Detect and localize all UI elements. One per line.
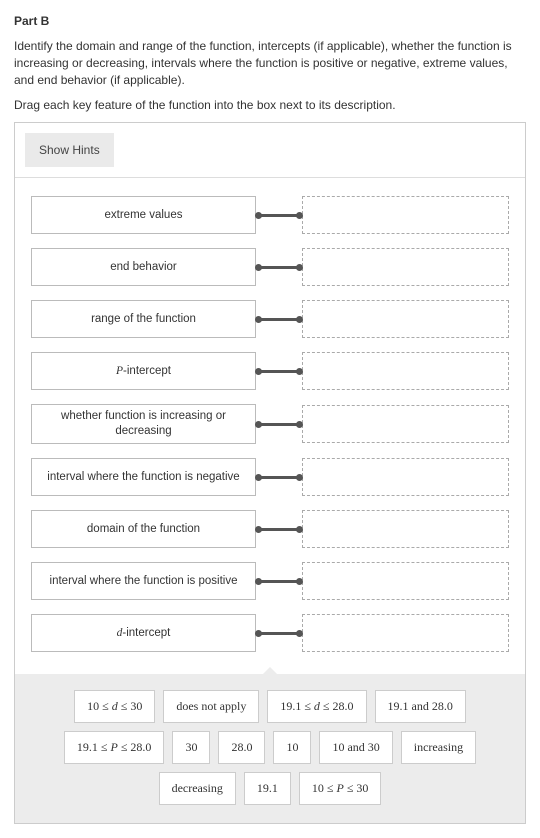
matching-row: interval where the function is positive [31, 562, 509, 600]
exercise-container: Show Hints extreme values end behavior ran… [14, 122, 526, 824]
answer-chip[interactable]: 10 ≤ P ≤ 30 [299, 772, 382, 805]
connector-icon [256, 214, 302, 217]
drop-target[interactable] [302, 300, 509, 338]
matching-row: range of the function [31, 300, 509, 338]
instructions-text: Identify the domain and range of the fun… [14, 38, 526, 88]
answer-chip[interactable]: decreasing [159, 772, 236, 805]
matching-row: end behavior [31, 248, 509, 286]
row-label: range of the function [31, 300, 256, 338]
matching-row: extreme values [31, 196, 509, 234]
drop-target[interactable] [302, 352, 509, 390]
drop-target[interactable] [302, 405, 509, 443]
matching-rows: extreme values end behavior range of the f… [15, 178, 525, 674]
show-hints-button[interactable]: Show Hints [25, 133, 114, 167]
connector-icon [256, 370, 302, 373]
drop-target[interactable] [302, 510, 509, 548]
drop-target[interactable] [302, 248, 509, 286]
row-label: d-intercept [31, 614, 256, 652]
row-label: P-intercept [31, 352, 256, 390]
hints-bar: Show Hints [15, 123, 525, 178]
row-label: end behavior [31, 248, 256, 286]
connector-icon [256, 632, 302, 635]
row-label: domain of the function [31, 510, 256, 548]
drop-target[interactable] [302, 196, 509, 234]
row-label: interval where the function is positive [31, 562, 256, 600]
answer-chip[interactable]: 10 ≤ d ≤ 30 [74, 690, 155, 723]
row-label: whether function is increasing or decrea… [31, 404, 256, 444]
drop-target[interactable] [302, 458, 509, 496]
matching-row: domain of the function [31, 510, 509, 548]
matching-row: interval where the function is negative [31, 458, 509, 496]
connector-icon [256, 318, 302, 321]
matching-row: P-intercept [31, 352, 509, 390]
part-title: Part B [14, 14, 526, 28]
connector-icon [256, 476, 302, 479]
drop-target[interactable] [302, 562, 509, 600]
connector-icon [256, 423, 302, 426]
answer-chip[interactable]: 19.1 and 28.0 [375, 690, 466, 723]
connector-icon [256, 580, 302, 583]
matching-row: d-intercept [31, 614, 509, 652]
row-label: interval where the function is negative [31, 458, 256, 496]
answer-chip[interactable]: does not apply [163, 690, 259, 723]
row-label: extreme values [31, 196, 256, 234]
answer-chip[interactable]: 19.1 [244, 772, 291, 805]
drag-instruction: Drag each key feature of the function in… [14, 98, 526, 112]
answer-tray: 10 ≤ d ≤ 30does not apply19.1 ≤ d ≤ 28.0… [15, 674, 525, 823]
matching-row: whether function is increasing or decrea… [31, 404, 509, 444]
connector-icon [256, 528, 302, 531]
drop-target[interactable] [302, 614, 509, 652]
answer-chip[interactable]: 19.1 ≤ d ≤ 28.0 [267, 690, 366, 723]
connector-icon [256, 266, 302, 269]
